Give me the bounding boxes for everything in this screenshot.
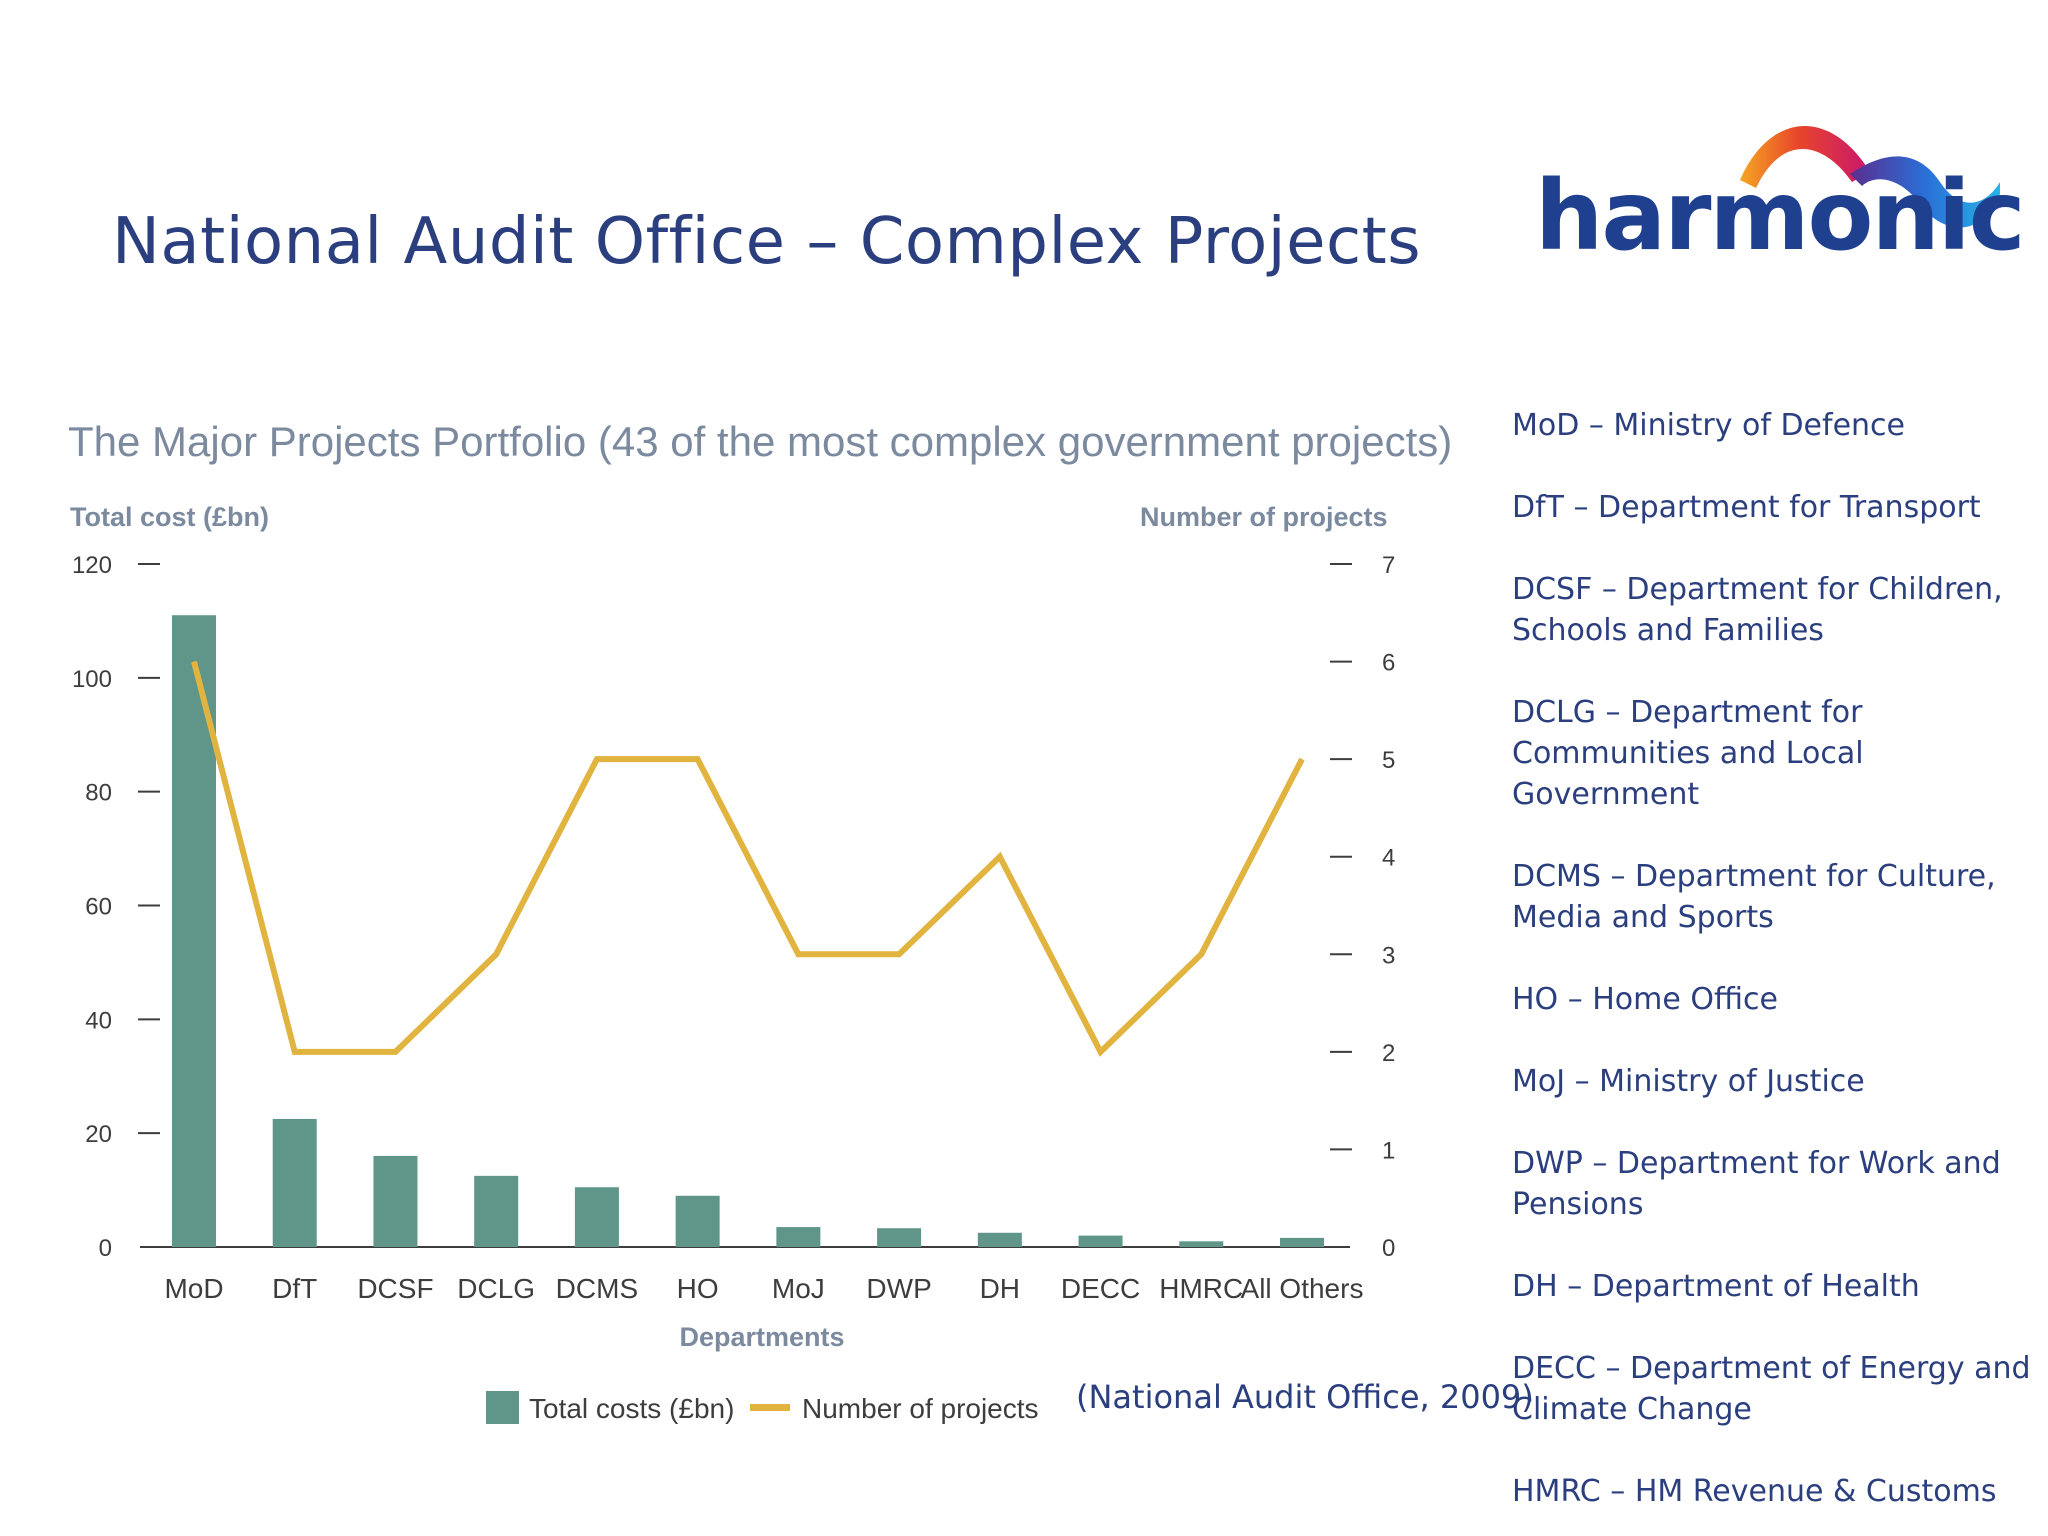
x-tick-label: MoJ	[772, 1273, 825, 1304]
y2-tick-label: 0	[1382, 1235, 1395, 1262]
line-point	[999, 856, 1001, 858]
logo-wordmark: harmonic	[1535, 160, 2026, 272]
y-tick-label: 60	[85, 894, 112, 921]
abbreviation-item: DWP – Department for Work and Pensions	[1512, 1146, 2001, 1222]
x-tick-label: DCLG	[457, 1273, 535, 1304]
y2-tick-label: 6	[1382, 650, 1395, 677]
abbreviation-item: DfT – Department for Transport	[1512, 490, 1981, 525]
bar-decc	[1078, 1235, 1123, 1247]
legend-label-number-of-projects: Number of projects	[802, 1393, 1039, 1424]
x-tick-label: MoD	[164, 1273, 223, 1304]
bar-dwp	[877, 1228, 922, 1247]
line-point	[898, 953, 900, 955]
y2-tick-label: 1	[1382, 1137, 1395, 1164]
legend-label-total-costs: Total costs (£bn)	[529, 1393, 734, 1424]
y-tick-label: 20	[85, 1121, 112, 1148]
harmonic-logo	[1740, 126, 2000, 228]
y-axis-title: Total cost (£bn)	[70, 502, 269, 532]
x-tick-label: DCMS	[556, 1273, 638, 1304]
line-number-of-projects	[191, 660, 1305, 1057]
bar-all-others	[1280, 1237, 1324, 1247]
y-tick-label: 120	[72, 552, 112, 579]
y2-tick-label: 4	[1382, 845, 1395, 872]
y-tick-label: 0	[99, 1235, 112, 1262]
x-tick-label: DfT	[272, 1273, 317, 1304]
x-axis-title: Departments	[679, 1322, 844, 1352]
abbreviation-item: HO – Home Office	[1512, 982, 1778, 1017]
slide-title: National Audit Office – Complex Projects	[112, 205, 1422, 279]
legend-swatch-bar	[486, 1391, 519, 1424]
x-tick-label: HMRC	[1159, 1273, 1243, 1304]
line-point	[193, 661, 195, 663]
y-tick-label: 80	[85, 780, 112, 807]
y-tick-label: 40	[85, 1007, 112, 1034]
bar-ho	[675, 1195, 720, 1247]
bar-hmrc	[1179, 1241, 1224, 1247]
line-point	[394, 1051, 396, 1053]
bar-dft	[272, 1118, 317, 1247]
y2-tick-label: 2	[1382, 1040, 1395, 1067]
chart-title: The Major Projects Portfolio (43 of the …	[68, 418, 1453, 465]
bar-dh	[977, 1232, 1022, 1247]
abbreviation-item: MoJ – Ministry of Justice	[1512, 1064, 1865, 1099]
y2-axis-title: Number of projects	[1140, 502, 1388, 532]
abbreviation-item: DH – Department of Health	[1512, 1269, 1920, 1304]
bar-dcsf	[373, 1155, 418, 1247]
bar-moj	[776, 1227, 821, 1247]
y2-tick-label: 5	[1382, 747, 1395, 774]
abbreviation-item: DCMS – Department for Culture, Media and…	[1512, 859, 1996, 935]
y2-tick-label: 7	[1382, 552, 1395, 579]
y2-tick-label: 3	[1382, 942, 1395, 969]
x-tick-label: HO	[677, 1273, 719, 1304]
abbreviation-list: MoD – Ministry of Defence DfT – Departmen…	[1512, 405, 2042, 1512]
line-point	[596, 758, 598, 760]
y-tick-label: 100	[72, 666, 112, 693]
line-point	[1301, 758, 1303, 760]
x-tick-label: DECC	[1061, 1273, 1140, 1304]
bar-dcms	[574, 1187, 619, 1247]
line-point	[797, 953, 799, 955]
x-tick-label: DWP	[866, 1273, 931, 1304]
abbreviation-item: DCSF – Department for Children, Schools …	[1512, 572, 2003, 648]
line-point	[1200, 953, 1202, 955]
x-tick-label: DH	[980, 1273, 1020, 1304]
abbreviation-item: DCLG – Department for Communities and Lo…	[1512, 695, 1864, 812]
line-point	[1100, 1051, 1102, 1053]
x-tick-label: DCSF	[357, 1273, 433, 1304]
abbreviation-item: MoD – Ministry of Defence	[1512, 408, 1905, 443]
bar-dclg	[474, 1175, 519, 1247]
line-point	[697, 758, 699, 760]
x-tick-label: All Others	[1241, 1273, 1364, 1304]
citation: (National Audit Office, 2009)	[1076, 1378, 1534, 1416]
line-point	[294, 1051, 296, 1053]
abbreviation-item: HMRC – HM Revenue & Customs	[1512, 1474, 1997, 1509]
legend-swatch-line	[750, 1404, 790, 1411]
line-point	[495, 953, 497, 955]
abbreviation-item: DECC – Department of Energy and Climate …	[1512, 1351, 2031, 1427]
